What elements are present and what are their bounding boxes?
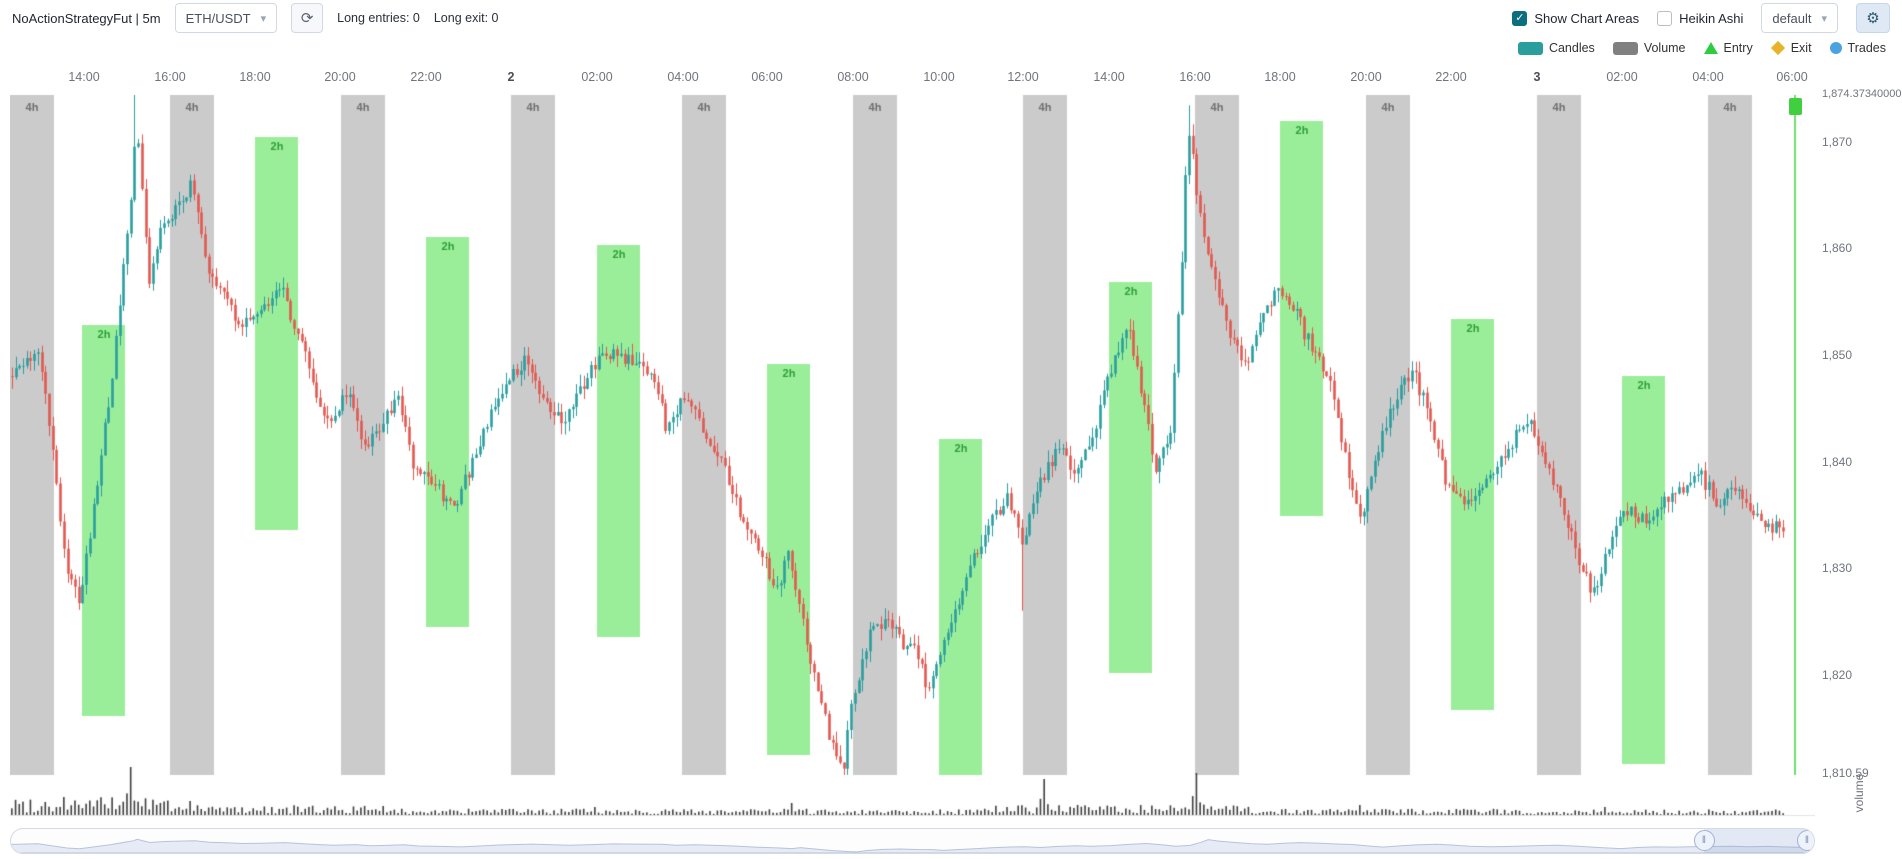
pair-select-value: ETH/USDT — [185, 10, 251, 26]
heikin-ashi-toggle[interactable]: Heikin Ashi — [1657, 10, 1744, 26]
x-axis-label: 02:00 — [581, 70, 613, 84]
chart-header: NoActionStrategyFut | 5m ETH/USDT ▾ ⟳ Lo… — [0, 0, 1902, 34]
legend-item-candles[interactable]: Candles — [1517, 41, 1595, 55]
x-axis-label: 04:00 — [1692, 70, 1724, 84]
pair-select[interactable]: ETH/USDT ▾ — [174, 3, 278, 33]
refresh-button[interactable]: ⟳ — [291, 3, 324, 33]
x-axis-label: 2 — [507, 70, 515, 84]
legend-item-exit[interactable]: Exit — [1770, 40, 1812, 56]
show-chart-areas-label: Show Chart Areas — [1534, 10, 1640, 26]
heikin-ashi-checkbox[interactable] — [1657, 10, 1673, 26]
x-axis-label: 3 — [1533, 70, 1541, 84]
x-axis-label: 20:00 — [1350, 70, 1382, 84]
x-axis-label: 04:00 — [667, 70, 699, 84]
y-axis-label: 1,840 — [1822, 455, 1853, 469]
y-axis-label: 1,870 — [1822, 135, 1853, 149]
candles-legend-swatch — [1517, 41, 1543, 55]
legend-item-volume[interactable]: Volume — [1612, 41, 1686, 55]
y-axis-label: 1,810.59 — [1822, 766, 1869, 780]
datazoom-selection[interactable] — [1704, 829, 1807, 853]
datazoom-left-handle[interactable]: ‖ — [1693, 830, 1715, 851]
settings-button[interactable]: ⚙ — [1856, 3, 1890, 33]
y-axis-label: 1,830 — [1822, 561, 1853, 575]
chart-legend: Candles Volume Entry Exit Trades — [1517, 38, 1886, 58]
x-axis-label: 22:00 — [1435, 70, 1467, 84]
volume-legend-swatch — [1612, 41, 1638, 55]
x-axis-label: 20:00 — [324, 70, 356, 84]
legend-label: Exit — [1790, 41, 1812, 55]
x-axis-label: 14:00 — [68, 70, 100, 84]
datazoom-shadow — [11, 838, 1814, 853]
datazoom-right-handle[interactable]: ‖ — [1796, 830, 1814, 851]
current-candle-marker-tag — [1789, 98, 1802, 115]
y-axis-label: 1,860 — [1822, 241, 1853, 255]
x-axis-label: 18:00 — [239, 70, 271, 84]
y-axis-label: 1,874.373400000 — [1822, 88, 1902, 100]
legend-label: Volume — [1643, 41, 1686, 55]
x-axis-label: 10:00 — [923, 70, 955, 84]
y-axis-label: 1,850 — [1822, 348, 1853, 362]
trade-stats: Long entries: 0 Long exit: 0 — [337, 11, 498, 25]
y-axis-label: 1,820 — [1822, 668, 1853, 682]
legend-item-trades[interactable]: Trades — [1829, 41, 1886, 55]
chevron-down-icon: ▾ — [260, 12, 267, 25]
x-axis-label: 16:00 — [1179, 70, 1211, 84]
legend-label: Trades — [1847, 41, 1886, 55]
datazoom-slider[interactable]: ‖ ‖ — [10, 828, 1815, 854]
x-axis-label: 14:00 — [1093, 70, 1125, 84]
chevron-down-icon: ▾ — [1821, 12, 1827, 25]
strategy-title: NoActionStrategyFut | 5m — [12, 10, 161, 26]
heikin-ashi-label: Heikin Ashi — [1679, 10, 1744, 26]
x-axis-label: 08:00 — [837, 70, 869, 84]
volume-axis-label: volume — [1852, 773, 1866, 813]
x-axis-label: 12:00 — [1007, 70, 1039, 84]
show-chart-areas-toggle[interactable]: ✓ Show Chart Areas — [1512, 10, 1640, 26]
x-axis-label: 18:00 — [1264, 70, 1296, 84]
long-exit-stat: Long exit: 0 — [433, 11, 499, 25]
x-axis-label: 22:00 — [410, 70, 442, 84]
x-axis: 14:00 16:00 18:00 20:00 22:00 2 02:00 04:00 06:0… — [0, 70, 1902, 86]
plot-config-select[interactable]: default ▾ — [1761, 3, 1838, 33]
x-axis-label: 06:00 — [751, 70, 783, 84]
trades-legend-swatch — [1829, 42, 1842, 54]
long-entries-stat: Long entries: 0 — [337, 11, 420, 25]
gear-icon: ⚙ — [1866, 10, 1880, 27]
entry-legend-swatch — [1703, 42, 1718, 54]
x-axis-label: 02:00 — [1606, 70, 1638, 84]
legend-label: Candles — [1548, 41, 1595, 55]
x-axis-label: 16:00 — [154, 70, 186, 84]
legend-label: Entry — [1723, 41, 1753, 55]
exit-legend-swatch — [1770, 40, 1785, 56]
legend-item-entry[interactable]: Entry — [1703, 41, 1753, 55]
x-axis-label: 06:00 — [1776, 70, 1808, 84]
refresh-icon: ⟳ — [300, 10, 314, 27]
y-axis: 1,874.373400000 1,870 1,860 1,850 1,840 1,830… — [1822, 0, 1902, 859]
candlestick-chart-canvas[interactable] — [10, 88, 1815, 822]
show-chart-areas-checkbox[interactable]: ✓ — [1512, 10, 1528, 26]
plot-config-select-value: default — [1772, 10, 1812, 26]
